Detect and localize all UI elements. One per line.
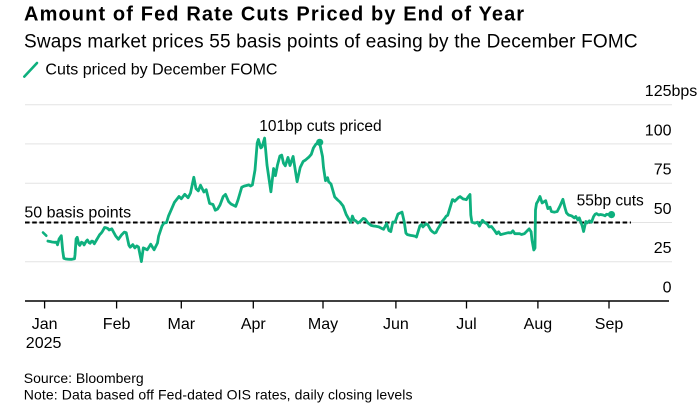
svg-text:100: 100 [645, 122, 672, 139]
svg-text:Sep: Sep [595, 316, 624, 333]
svg-text:Apr: Apr [241, 316, 267, 333]
svg-text:2025: 2025 [26, 335, 62, 352]
svg-text:101bp cuts priced: 101bp cuts priced [259, 118, 381, 135]
svg-text:Jun: Jun [383, 316, 409, 333]
svg-text:bps: bps [672, 83, 698, 100]
svg-text:Source: Bloomberg: Source: Bloomberg [24, 370, 144, 386]
svg-text:50: 50 [654, 201, 672, 218]
svg-text:55bp cuts: 55bp cuts [577, 192, 644, 209]
svg-text:Cuts priced by December FOMC: Cuts priced by December FOMC [45, 62, 277, 79]
svg-text:Aug: Aug [524, 316, 552, 333]
svg-text:0: 0 [663, 279, 672, 296]
svg-text:75: 75 [654, 162, 672, 179]
svg-text:Jul: Jul [456, 316, 476, 333]
svg-text:Feb: Feb [103, 316, 131, 333]
svg-text:Note: Data based off Fed-dated: Note: Data based off Fed-dated OIS rates… [24, 387, 413, 403]
svg-text:May: May [308, 316, 338, 333]
svg-text:Amount of Fed Rate Cuts Priced: Amount of Fed Rate Cuts Priced by End of… [24, 3, 525, 25]
svg-text:125: 125 [645, 83, 672, 100]
svg-text:Mar: Mar [168, 316, 196, 333]
svg-text:25: 25 [654, 240, 672, 257]
svg-text:Jan: Jan [32, 316, 58, 333]
svg-text:Swaps market prices 55 basis p: Swaps market prices 55 basis points of e… [24, 31, 638, 52]
svg-text:50 basis points: 50 basis points [24, 205, 131, 222]
